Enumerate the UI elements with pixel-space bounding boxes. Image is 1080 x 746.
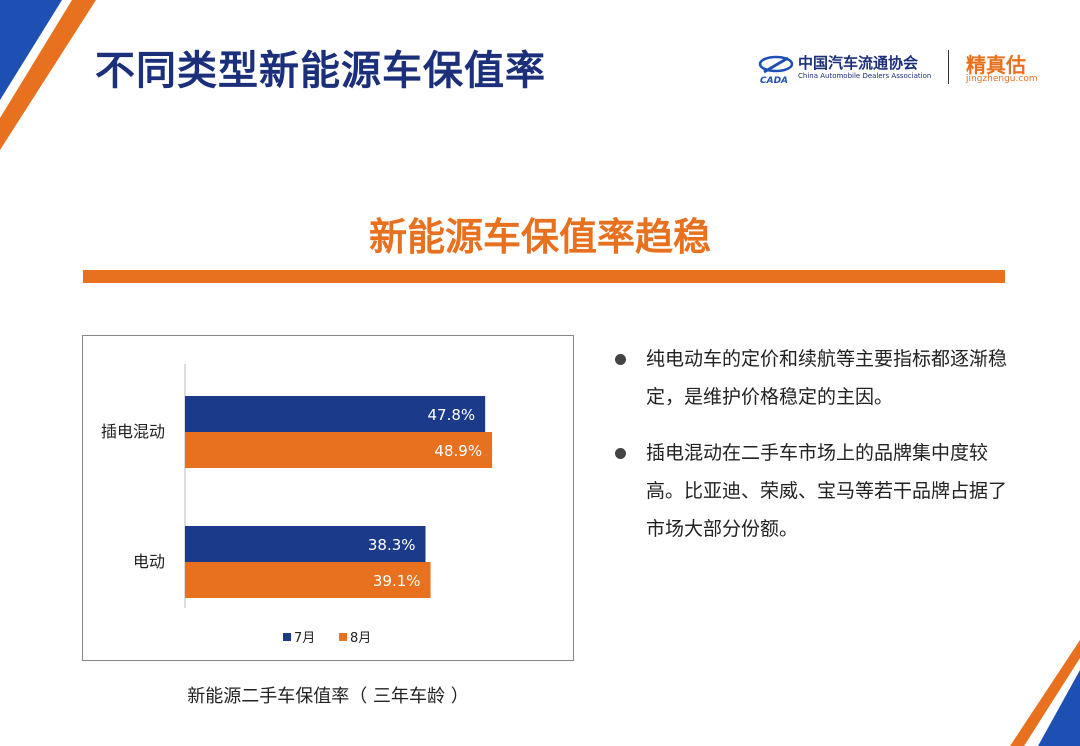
corner-decoration-top-left [0, 0, 96, 150]
jingzhengu-logo-url: jingzhengu.com [966, 74, 1038, 84]
bullet-item: 插电混动在二手车市场上的品牌集中度较高。比亚迪、荣威、宝马等若干品牌占据了市场大… [612, 434, 1022, 548]
cada-logo-mark-text: CADA [760, 76, 788, 86]
page-title: 不同类型新能源车保值率 [95, 48, 546, 94]
bullet-item: 纯电动车的定价和续航等主要指标都逐渐稳定，是维护价格稳定的主因。 [612, 340, 1022, 416]
logo-divider [948, 50, 949, 84]
bullet-dot-icon [615, 354, 626, 365]
bar-august [185, 562, 431, 598]
section-subtitle: 新能源车保值率趋稳 [368, 215, 711, 259]
bullet-text: 纯电动车的定价和续航等主要指标都逐渐稳定，是维护价格稳定的主因。 [646, 348, 1008, 408]
logo-area: CADA 中国汽车流通协会 China Automobile Dealers A… [758, 48, 1058, 88]
bar-july [185, 526, 426, 562]
category-label: 插电混动 [101, 422, 165, 441]
data-label: 48.9% [434, 442, 482, 460]
data-label: 39.1% [373, 572, 421, 590]
legend-label: 7月 [294, 631, 315, 646]
jingzhengu-logo-name: 精真估 [966, 53, 1026, 77]
bullet-text: 插电混动在二手车市场上的品牌集中度较高。比亚迪、荣威、宝马等若干品牌占据了市场大… [646, 442, 1008, 540]
legend-label: 8月 [350, 631, 371, 646]
legend-swatch [283, 633, 291, 641]
chart-frame: 插电混动 47.8% 48.9% 电动 38.3% 39.1% 7月 8月 [82, 335, 574, 661]
category-label: 电动 [133, 552, 165, 571]
cada-logo-english-name: China Automobile Dealers Association [798, 72, 932, 80]
bar-august [185, 432, 493, 468]
bullet-list: 纯电动车的定价和续航等主要指标都逐渐稳定，是维护价格稳定的主因。 插电混动在二手… [612, 340, 1022, 566]
data-label: 38.3% [368, 536, 416, 554]
chart-caption: 新能源二手车保值率（ 三年车龄 ） [187, 686, 469, 707]
data-label: 47.8% [428, 406, 476, 424]
corner-decoration-bottom-right [1010, 640, 1080, 746]
legend-swatch [339, 633, 347, 641]
bar-july [185, 396, 486, 432]
cada-logo-icon: CADA [758, 55, 794, 86]
subtitle-underline-bar [83, 270, 1005, 283]
bullet-dot-icon [615, 448, 626, 459]
cada-logo-name: 中国汽车流通协会 [798, 54, 919, 72]
retention-rate-bar-chart: 插电混动 47.8% 48.9% 电动 38.3% 39.1% 7月 8月 [101, 364, 493, 646]
